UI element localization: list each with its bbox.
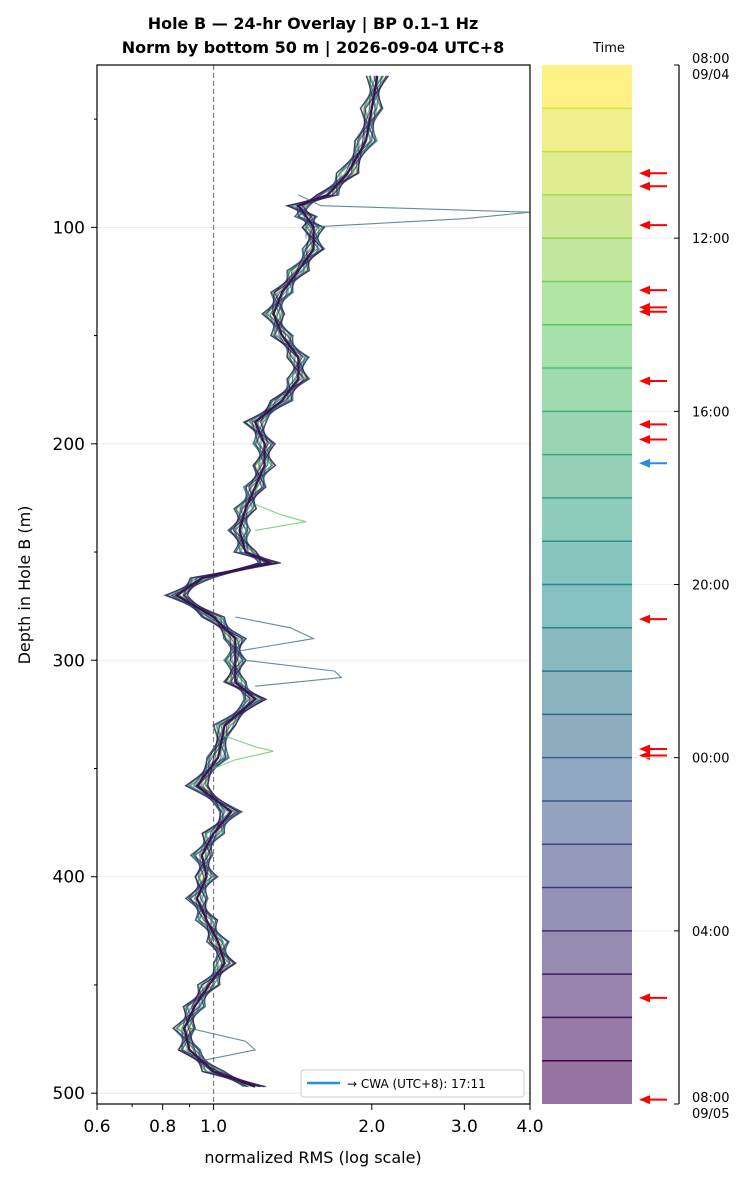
x-axis-label: normalized RMS (log scale) <box>204 1148 421 1167</box>
colorbar-band <box>542 800 632 845</box>
time-tick-label: 20:00 <box>692 579 729 594</box>
colorbar-band <box>542 1017 632 1061</box>
x-ticks: 0.6 0.8 1.0 2.0 3.0 4.0 <box>83 1104 544 1137</box>
time-start-label: 08:00 <box>692 52 729 67</box>
legend: → CWA (UTC+8): 17:11 <box>300 1069 525 1098</box>
x-tick-label: 0.6 <box>83 1117 110 1137</box>
legend-box <box>300 1069 525 1098</box>
event-arrow-red <box>639 376 667 386</box>
event-arrow-red <box>639 993 667 1003</box>
outlier-trace <box>234 616 343 687</box>
colorbar-band <box>542 151 632 195</box>
colorbar-band <box>542 757 632 801</box>
y-axis-label: Depth in Hole B (m) <box>15 506 34 665</box>
colorbar-band <box>542 238 632 282</box>
y-tick-label: 400 <box>53 868 85 888</box>
colorbar-bands <box>542 65 632 1104</box>
time-start-date: 09/04 <box>692 68 729 83</box>
time-end-date: 09/05 <box>692 1107 729 1122</box>
event-arrow-red <box>639 285 667 295</box>
outlier-trace <box>254 503 307 531</box>
x-tick-label: 0.8 <box>149 1117 176 1137</box>
colorbar-band <box>542 108 632 152</box>
x-tick-label: 1.0 <box>200 1117 227 1137</box>
x-tick-label: 3.0 <box>451 1117 478 1137</box>
main-plot: 0.6 0.8 1.0 2.0 3.0 4.0 100 200 300 400 500 <box>53 64 544 1137</box>
traces <box>163 75 531 1088</box>
chart-title: Hole B — 24-hr Overlay | BP 0.1–1 Hz <box>148 14 479 34</box>
event-arrow-red <box>639 614 667 624</box>
colorbar-band <box>542 194 632 239</box>
y-tick-label: 200 <box>53 435 85 455</box>
time-tick-label: 04:00 <box>692 925 729 940</box>
x-tick-label: 2.0 <box>358 1117 385 1137</box>
colorbar-band <box>542 454 632 498</box>
colorbar-band <box>542 584 632 628</box>
colorbar-band <box>542 541 632 585</box>
event-arrow-red <box>639 419 667 429</box>
event-arrow-red <box>639 744 667 754</box>
colorbar-band <box>542 887 632 931</box>
colorbar-band <box>542 65 632 109</box>
event-arrow-red <box>639 181 667 191</box>
y-tick-label: 300 <box>53 651 85 671</box>
colorbar-band <box>542 368 632 412</box>
colorbar-band <box>542 497 632 542</box>
time-tick-label: 16:00 <box>692 405 729 420</box>
outlier-trace <box>298 194 531 239</box>
colorbar: Time <box>542 41 667 1105</box>
event-arrow-red <box>639 220 667 230</box>
mean-trace <box>174 75 379 1088</box>
colorbar-band <box>542 324 632 369</box>
colorbar-band <box>542 1060 632 1104</box>
event-arrow-red <box>639 434 667 444</box>
time-tick-label: 12:00 <box>692 232 729 247</box>
legend-label: → CWA (UTC+8): 17:11 <box>347 1077 486 1091</box>
event-arrow-red <box>639 1095 667 1105</box>
y-ticks: 100 200 300 400 500 <box>53 118 97 1104</box>
colorbar-band <box>542 411 632 455</box>
y-tick-label: 100 <box>53 218 85 238</box>
time-axis: 08:00 09/04 08:00 09/05 12:00 16:00 20:00 0… <box>632 52 729 1122</box>
colorbar-title: Time <box>592 41 625 56</box>
colorbar-band <box>542 844 632 888</box>
outlier-trace <box>189 1027 257 1062</box>
outlier-trace <box>213 735 274 770</box>
colorbar-band <box>542 627 632 672</box>
time-tick-label: 00:00 <box>692 752 729 767</box>
time-end-label: 08:00 <box>692 1091 729 1106</box>
colorbar-band <box>542 671 632 715</box>
y-tick-label: 500 <box>53 1084 85 1104</box>
colorbar-band <box>542 930 632 975</box>
event-arrow-red <box>639 168 667 178</box>
event-arrow-blue <box>639 458 667 468</box>
chart-subtitle: Norm by bottom 50 m | 2026-09-04 UTC+8 <box>122 38 505 58</box>
colorbar-band <box>542 974 632 1018</box>
x-tick-label: 4.0 <box>516 1117 543 1137</box>
colorbar-band <box>542 714 632 758</box>
plot-frame <box>96 64 531 1105</box>
event-arrow-red <box>639 307 667 317</box>
event-arrow-red <box>639 751 667 761</box>
time-ticks: 12:00 16:00 20:00 00:00 04:00 <box>632 232 729 940</box>
colorbar-band <box>542 281 632 325</box>
event-arrows <box>639 168 667 1105</box>
